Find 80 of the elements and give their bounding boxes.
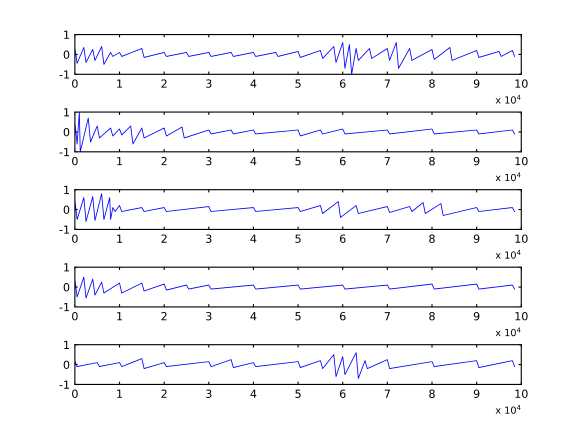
x-tick-label: 1 bbox=[117, 312, 122, 320]
x-tick-label: 4 bbox=[250, 234, 256, 243]
x-tick-label: 2 bbox=[161, 234, 167, 243]
x-tick-label: 0 bbox=[72, 79, 78, 88]
x-tick-label: 10 bbox=[515, 312, 528, 320]
x-tick-label: 7 bbox=[384, 80, 390, 88]
x-tick-label: 4 bbox=[250, 312, 256, 320]
x-tick-label: 2 bbox=[161, 312, 167, 320]
x-tick-label: 5 bbox=[295, 80, 301, 88]
x-tick-label: 10 bbox=[515, 390, 528, 398]
text: x 10$^{4}$ bbox=[496, 250, 521, 259]
x-tick-label: 0 bbox=[72, 156, 78, 166]
y-tick-label: 0 bbox=[64, 128, 70, 136]
x-tick-label: 8 bbox=[429, 390, 435, 398]
x-tick-label: 9 bbox=[474, 156, 480, 166]
x-tick-label: 9 bbox=[474, 312, 480, 320]
text: x 10$^{4}$ bbox=[496, 404, 521, 414]
x-tick-label: 0 bbox=[72, 390, 78, 398]
x-tick-label: 7 bbox=[384, 234, 390, 243]
x-tick-label: 9 bbox=[474, 234, 480, 243]
y-tick-label: -1 bbox=[59, 226, 69, 234]
line-series bbox=[74, 352, 516, 379]
x-tick-label: 5 bbox=[295, 234, 301, 243]
x-tick-label: 2 bbox=[161, 156, 167, 166]
x-tick-label: 2 bbox=[161, 390, 167, 398]
x-tick-label: 6 bbox=[340, 156, 346, 166]
x-tick-label: 9 bbox=[474, 390, 480, 398]
y-tick-label: 1 bbox=[64, 340, 69, 349]
x-tick-label: 4 bbox=[250, 80, 256, 88]
x-tick-label: 8 bbox=[429, 79, 435, 88]
x-tick-label: 1 bbox=[117, 157, 122, 166]
x-tick-label: 3 bbox=[206, 79, 212, 88]
x-tick-label: 10 bbox=[515, 234, 528, 243]
y-tick-label: 1 bbox=[64, 108, 69, 116]
y-tick-label: 1 bbox=[64, 263, 69, 272]
y-tick-label: -1 bbox=[59, 380, 69, 389]
x-tick-label: 7 bbox=[384, 157, 390, 166]
x-tick-label: 4 bbox=[250, 390, 256, 398]
x-tick-label: 5 bbox=[295, 390, 301, 398]
x-tick-label: 3 bbox=[206, 234, 212, 243]
x-tick-label: 2 bbox=[161, 79, 167, 88]
line-series bbox=[74, 112, 516, 152]
x-tick-label: 8 bbox=[429, 234, 435, 243]
y-tick-label: 1 bbox=[64, 186, 69, 194]
text: x 10$^{4}$ bbox=[496, 172, 521, 182]
x-tick-label: 8 bbox=[429, 156, 435, 166]
x-tick-label: 6 bbox=[340, 234, 346, 243]
x-tick-label: 10 bbox=[515, 79, 528, 88]
x-tick-label: 7 bbox=[384, 312, 390, 320]
x-tick-label: 4 bbox=[250, 157, 256, 166]
x-tick-label: 3 bbox=[206, 390, 212, 398]
line-series bbox=[74, 42, 516, 74]
x-tick-label: 0 bbox=[72, 234, 78, 243]
x-tick-label: 10 bbox=[515, 156, 528, 166]
x-tick-label: 1 bbox=[117, 390, 122, 398]
x-tick-label: 9 bbox=[474, 79, 480, 88]
y-tick-label: -1 bbox=[59, 70, 69, 79]
y-tick-label: -1 bbox=[59, 148, 69, 156]
y-tick-label: 1 bbox=[64, 30, 69, 39]
line-series bbox=[74, 193, 516, 222]
y-tick-label: 0 bbox=[64, 283, 70, 292]
y-tick-label: 0 bbox=[64, 205, 70, 214]
y-tick-label: 0 bbox=[64, 360, 70, 369]
x-tick-label: 0 bbox=[72, 312, 78, 320]
line-series bbox=[74, 276, 516, 298]
x-tick-label: 1 bbox=[117, 234, 122, 243]
x-tick-label: 5 bbox=[295, 312, 301, 320]
x-tick-label: 5 bbox=[295, 157, 301, 166]
x-tick-label: 1 bbox=[117, 80, 122, 88]
y-tick-label: 0 bbox=[64, 50, 70, 59]
x-tick-label: 3 bbox=[206, 156, 212, 166]
x-tick-label: 6 bbox=[340, 390, 346, 398]
x-tick-label: 8 bbox=[429, 312, 435, 320]
x-tick-label: 3 bbox=[206, 312, 212, 320]
text: x 10$^{4}$ bbox=[496, 327, 521, 336]
y-tick-label: -1 bbox=[59, 303, 69, 312]
x-tick-label: 6 bbox=[340, 312, 346, 320]
x-tick-label: 7 bbox=[384, 390, 390, 398]
text: x 10$^{4}$ bbox=[496, 94, 521, 104]
x-tick-label: 6 bbox=[340, 79, 346, 88]
